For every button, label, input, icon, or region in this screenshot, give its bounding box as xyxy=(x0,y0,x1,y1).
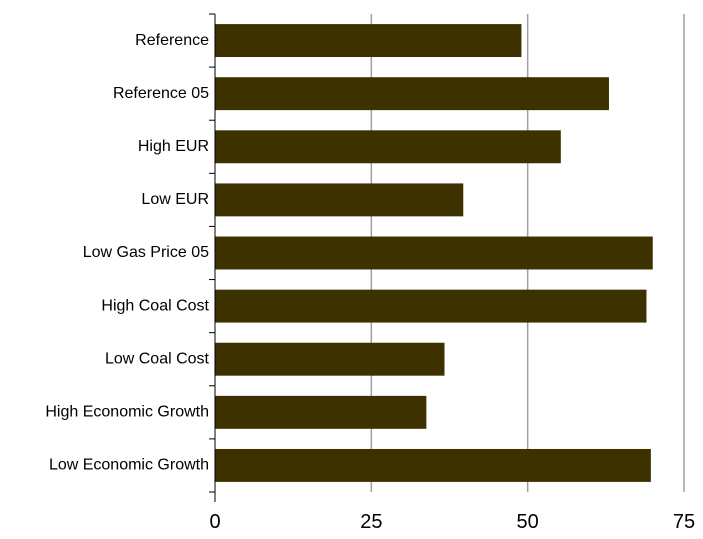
category-label: Low EUR xyxy=(141,191,209,208)
category-label: High EUR xyxy=(138,138,209,155)
x-tick-label: 0 xyxy=(209,511,220,533)
bar-high-economic-growth xyxy=(215,395,427,429)
bar-high-coal-cost xyxy=(215,289,647,323)
x-tick-label: 75 xyxy=(673,511,695,533)
category-label: Reference xyxy=(135,32,209,49)
category-ticks xyxy=(209,13,215,493)
category-label: Reference 05 xyxy=(113,85,209,102)
bar-low-eur xyxy=(215,183,464,217)
bar-high-eur xyxy=(215,130,561,164)
x-tick-label: 25 xyxy=(360,511,382,533)
category-label: Low Gas Price 05 xyxy=(83,244,209,261)
category-label: Low Coal Cost xyxy=(105,350,210,367)
bar-low-gas-price-05 xyxy=(215,236,653,270)
category-label: Low Economic Growth xyxy=(49,457,209,474)
x-tick-labels: 0 25 50 75 xyxy=(209,511,695,533)
category-labels: Reference Reference 05 High EUR Low EUR Low … xyxy=(45,32,209,474)
bar-low-economic-growth xyxy=(215,448,651,482)
category-label: High Economic Growth xyxy=(45,404,209,421)
bar-reference-05 xyxy=(215,77,609,111)
x-tick-label: 50 xyxy=(517,511,539,533)
category-label: High Coal Cost xyxy=(101,297,209,314)
bar-low-coal-cost xyxy=(215,342,445,376)
bar-reference xyxy=(215,24,522,58)
bars xyxy=(215,24,653,482)
